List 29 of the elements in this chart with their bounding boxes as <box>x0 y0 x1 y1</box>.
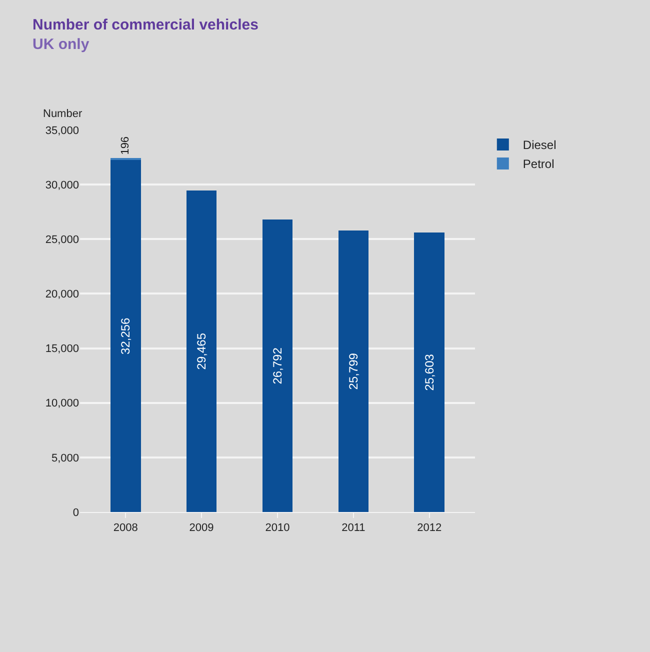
y-tick-label: 35,000 <box>45 124 79 137</box>
legend-label: Diesel <box>522 138 556 152</box>
x-tick-label: 2011 <box>342 522 366 534</box>
data-label: 29,465 <box>194 332 209 370</box>
bar <box>186 190 217 512</box>
bar <box>110 160 141 512</box>
chart-subtitle: UK only <box>32 36 90 53</box>
legend-label: Petrol <box>522 157 554 172</box>
y-tick-label: 20,000 <box>45 288 79 301</box>
y-tick-label: 5,000 <box>51 452 79 464</box>
data-label: 25,603 <box>422 354 436 391</box>
data-label: 196 <box>120 136 132 155</box>
chart-title: Number of commercial vehicles <box>32 16 258 34</box>
x-tick-label: 2009 <box>189 522 214 534</box>
y-tick-label: 25,000 <box>45 234 79 246</box>
data-label: 26,792 <box>270 347 284 384</box>
data-label: 32,256 <box>118 317 133 354</box>
y-axis-title: Number <box>43 108 82 120</box>
data-label: 25,799 <box>346 352 360 390</box>
bar <box>338 230 369 512</box>
y-tick-label: 0 <box>72 506 79 519</box>
x-tick-label: 2010 <box>265 522 290 534</box>
y-tick-label: 15,000 <box>45 343 79 356</box>
y-tick-label: 30,000 <box>45 179 79 192</box>
bar <box>262 220 293 512</box>
x-tick-label: 2012 <box>417 522 442 534</box>
y-tick-label: 10,000 <box>45 398 79 410</box>
x-tick-label: 2008 <box>113 522 138 534</box>
bar <box>414 232 445 512</box>
